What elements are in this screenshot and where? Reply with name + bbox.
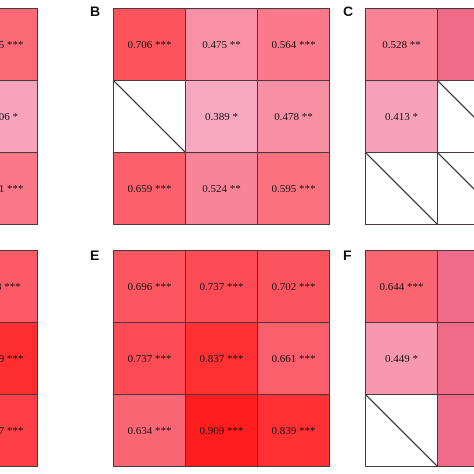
cell-label: 0.475 ** <box>202 38 241 51</box>
cell-label: 0.389 * <box>205 110 238 123</box>
cell-label: 0.659 *** <box>127 182 172 195</box>
panel-label: F <box>343 247 352 263</box>
heatmap-cell: 0.706 *** <box>113 8 186 81</box>
cell-label: 0.644 *** <box>379 280 424 293</box>
heatmap-cell: 0.413 * <box>365 80 438 153</box>
diagonal-line <box>366 153 437 224</box>
heatmap-cell <box>437 394 474 467</box>
panel-label: C <box>343 3 354 19</box>
cell-label: 0.413 * <box>385 110 418 123</box>
heatmap-cell: 0.571 *** <box>0 152 38 225</box>
cell-label: 0.634 *** <box>127 424 172 437</box>
heatmap-cell: 0.634 *** <box>113 394 186 467</box>
heatmap-cell: 0.696 *** <box>113 250 186 323</box>
cell-label: 0.696 *** <box>127 280 172 293</box>
cell-label: 0.839 *** <box>271 424 316 437</box>
heatmap-cell: 0.449 * <box>365 322 438 395</box>
heatmap-cell: 0.475 ** <box>185 8 258 81</box>
heatmap-cell: 0.661 *** <box>257 322 330 395</box>
heatmap-cell: 0.737 *** <box>113 322 186 395</box>
heatmap-cell: 0.737 *** <box>185 250 258 323</box>
heatmap-cell <box>437 250 474 323</box>
heatmap-cell: 0.478 ** <box>257 80 330 153</box>
heatmap-cell: 0.625 *** <box>0 8 38 81</box>
cell-label: 0.625 *** <box>0 38 24 51</box>
diagonal-line <box>366 395 437 466</box>
heatmap-cell <box>437 8 474 81</box>
empty-cell <box>365 152 438 225</box>
empty-cell <box>437 80 474 153</box>
empty-cell <box>437 152 474 225</box>
cell-label: 0.909 *** <box>199 424 244 437</box>
cell-label: 0.478 ** <box>274 110 313 123</box>
cell-label: 0.777 *** <box>0 424 24 437</box>
heatmap-cell: 0.389 * <box>185 80 258 153</box>
heatmap-cell: 0.524 ** <box>185 152 258 225</box>
cell-label: 0.837 *** <box>199 352 244 365</box>
heatmap-cell: 0.644 *** <box>365 250 438 323</box>
heatmap-cell: 0.837 *** <box>185 322 258 395</box>
cell-label: 0.524 ** <box>202 182 241 195</box>
heatmap-cell: 0.595 *** <box>257 152 330 225</box>
cell-label: 0.68 *** <box>0 280 21 293</box>
cell-label: 0.737 *** <box>199 280 244 293</box>
diagonal-line <box>438 153 474 224</box>
heatmap-cell: 0.406 * <box>0 80 38 153</box>
cell-label: 0.564 *** <box>271 38 316 51</box>
heatmap-cell: 0.659 *** <box>113 152 186 225</box>
diagonal-line <box>114 81 185 152</box>
heatmap-cell: 0.564 *** <box>257 8 330 81</box>
panel-label: B <box>90 3 101 19</box>
cell-label: 0.702 *** <box>271 280 316 293</box>
cell-label: 0.406 * <box>0 110 18 123</box>
panel-label: E <box>90 247 100 263</box>
heatmap-cell: 0.909 *** <box>185 394 258 467</box>
heatmap-cell: 0.839 *** <box>257 394 330 467</box>
empty-cell <box>365 394 438 467</box>
cell-label: 0.528 ** <box>382 38 421 51</box>
diagonal-line <box>438 81 474 152</box>
cell-label: 0.571 *** <box>0 182 24 195</box>
empty-cell <box>113 80 186 153</box>
heatmap-cell: 0.702 *** <box>257 250 330 323</box>
cell-label: 0.595 *** <box>271 182 316 195</box>
cell-label: 0.661 *** <box>271 352 316 365</box>
cell-label: 0.849 *** <box>0 352 24 365</box>
heatmap-cell: 0.849 *** <box>0 322 38 395</box>
heatmap-cell: 0.528 ** <box>365 8 438 81</box>
cell-label: 0.706 *** <box>127 38 172 51</box>
cell-label: 0.449 * <box>385 352 418 365</box>
heatmap-cell <box>437 322 474 395</box>
cell-label: 0.737 *** <box>127 352 172 365</box>
heatmap-cell: 0.68 *** <box>0 250 38 323</box>
heatmap-cell: 0.777 *** <box>0 394 38 467</box>
